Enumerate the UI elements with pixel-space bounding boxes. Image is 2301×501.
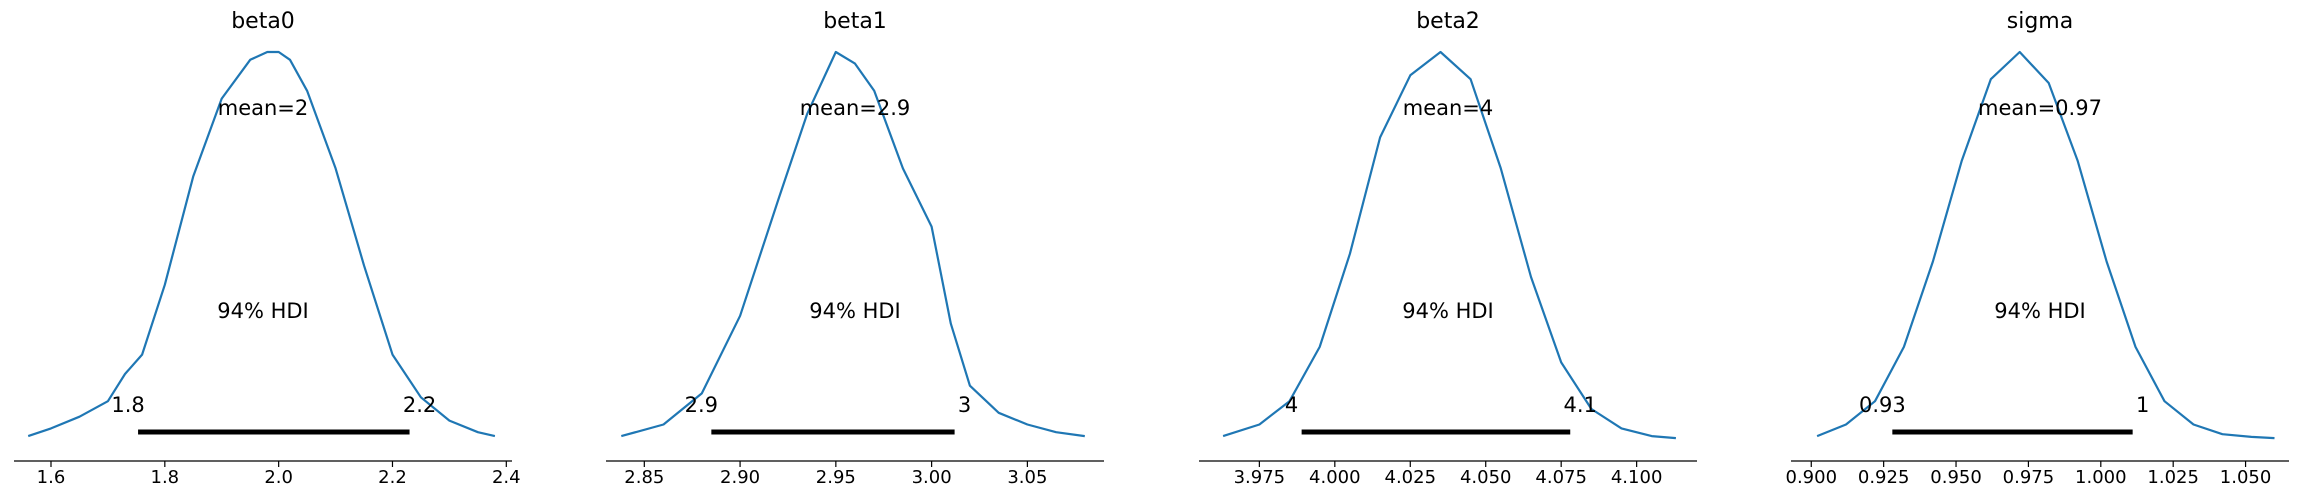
- density-curve: [1816, 50, 2275, 440]
- x-tick-label: 3.975: [1234, 467, 1286, 488]
- mean-label: mean=4: [1403, 96, 1494, 120]
- hdi-lower-label: 4: [1285, 393, 1298, 417]
- x-tick-label: 4.025: [1385, 467, 1437, 488]
- panel-beta0: beta0 mean=2 94% HDI 1.8 2.2 1.6 1.8 2.0 2.2 2.4: [14, 9, 521, 488]
- panel-title: beta0: [231, 9, 295, 34]
- x-tick-label: 4.075: [1535, 467, 1587, 488]
- x-tick-label: 4.000: [1309, 467, 1361, 488]
- hdi-upper-label: 4.1: [1564, 393, 1597, 417]
- hdi-label: 94% HDI: [1994, 299, 2086, 323]
- x-tick-label: 2.85: [624, 467, 664, 488]
- hdi-upper-label: 2.2: [403, 393, 436, 417]
- x-tick-label: 1.6: [37, 467, 66, 488]
- density-curve: [27, 50, 496, 438]
- x-tick-label: 0.925: [1858, 467, 1910, 488]
- x-tick-label: 2.4: [492, 467, 521, 488]
- x-tick-label: 3.00: [912, 467, 952, 488]
- panel-title: beta2: [1416, 9, 1480, 34]
- hdi-upper-label: 1: [2136, 393, 2149, 417]
- hdi-lower-label: 1.8: [111, 393, 144, 417]
- hdi-label: 94% HDI: [809, 299, 901, 323]
- panel-title: beta1: [823, 9, 887, 34]
- hdi-lower-label: 0.93: [1859, 393, 1906, 417]
- x-tick-label: 2.0: [264, 467, 293, 488]
- x-tick-label: 2.2: [378, 467, 407, 488]
- x-tick-label: 1.025: [2147, 467, 2199, 488]
- x-tick-label: 2.90: [720, 467, 760, 488]
- mean-label: mean=2.9: [800, 96, 911, 120]
- mean-label: mean=2: [218, 96, 309, 120]
- x-tick-label: 0.900: [1786, 467, 1838, 488]
- hdi-label: 94% HDI: [217, 299, 309, 323]
- panel-sigma: sigma mean=0.97 94% HDI 0.93 1 0.900 0.925 0.95…: [1786, 9, 2289, 488]
- density-curve: [621, 50, 1085, 438]
- x-tick-label: 1.000: [2075, 467, 2127, 488]
- x-tick-label: 2.95: [816, 467, 856, 488]
- mean-label: mean=0.97: [1978, 96, 2102, 120]
- density-curve: [1222, 50, 1676, 440]
- x-tick-label: 1.050: [2220, 467, 2272, 488]
- panel-beta1: beta1 mean=2.9 94% HDI 2.9 3 2.85 2.90 2.95 3.00…: [606, 9, 1104, 488]
- panel-beta2: beta2 mean=4 94% HDI 4 4.1 3.975 4.000 4.025 4.0…: [1199, 9, 1697, 488]
- x-tick-label: 0.950: [1930, 467, 1982, 488]
- x-tick-label: 1.8: [151, 467, 180, 488]
- panel-title: sigma: [2007, 9, 2073, 34]
- x-tick-label: 3.05: [1007, 467, 1047, 488]
- hdi-label: 94% HDI: [1402, 299, 1494, 323]
- x-tick-label: 0.975: [2003, 467, 2055, 488]
- x-tick-label: 4.100: [1611, 467, 1663, 488]
- x-tick-label: 4.050: [1460, 467, 1512, 488]
- hdi-upper-label: 3: [958, 393, 971, 417]
- hdi-lower-label: 2.9: [685, 393, 718, 417]
